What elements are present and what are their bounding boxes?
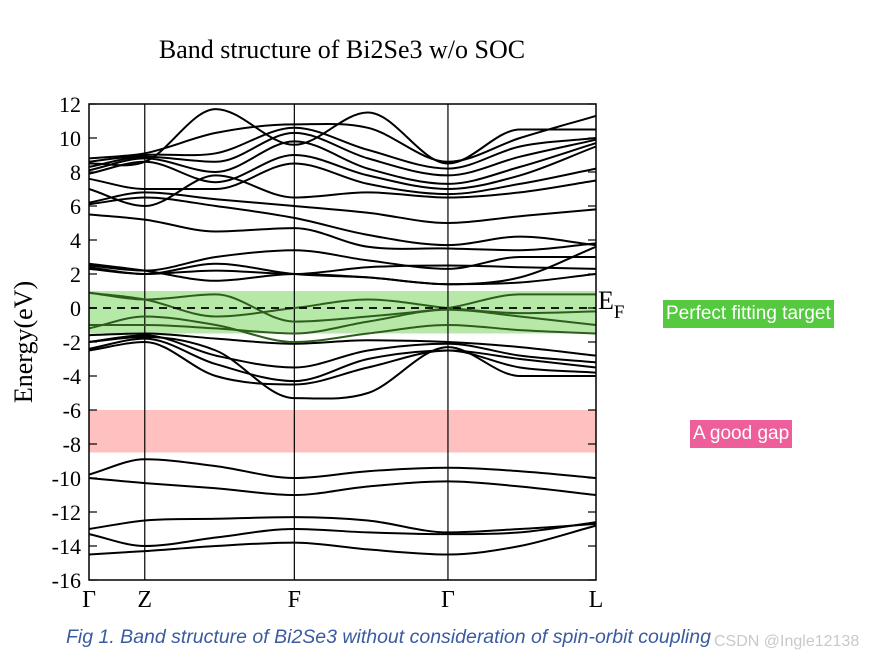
fermi-label-sub: F xyxy=(614,302,625,323)
band-line-band-04 xyxy=(88,477,597,496)
y-axis-label: Energy(eV) xyxy=(9,281,38,403)
band-line-band-19 xyxy=(88,213,597,252)
x-kpoint-label-4: L xyxy=(589,587,604,613)
x-kpoint-label-0: Γ xyxy=(82,587,96,613)
band-line-band-13 xyxy=(88,291,597,318)
band-line-band-22 xyxy=(88,174,597,207)
band-line-band-07 xyxy=(88,337,597,383)
band-line-band-02 xyxy=(88,521,597,547)
highlight-regions xyxy=(89,291,596,453)
band-line-band-26 xyxy=(88,131,597,177)
fermi-label: EF xyxy=(598,286,624,323)
y-tick-label: -14 xyxy=(52,534,81,559)
band-line-band-27 xyxy=(88,126,597,170)
y-axis-ticks: 12 10 8 6 4 2 0 -2 -4 -6 -8 -10 -12 -14 -16 xyxy=(52,92,596,593)
band-line-band-20 xyxy=(88,196,597,247)
band-line-band-01 xyxy=(88,524,597,556)
chart-title: Band structure of Bi2Se3 w/o SOC xyxy=(159,35,525,64)
y-tick-label: -12 xyxy=(52,500,81,525)
x-kpoint-label-3: Γ xyxy=(441,587,455,613)
band-line-band-17 xyxy=(88,245,597,286)
band-line-band-05 xyxy=(88,458,597,479)
band-line-band-09 xyxy=(88,335,596,400)
band-line-band-24 xyxy=(88,145,597,190)
band-line-band-12 xyxy=(88,308,597,335)
band-line-band-29 xyxy=(88,108,596,167)
y-tick-label: 0 xyxy=(70,296,81,321)
gap-window-region xyxy=(89,410,596,453)
fermi-label-main: E xyxy=(598,286,614,315)
x-kpoint-label-1: Z xyxy=(137,587,152,613)
band-line-band-06 xyxy=(88,341,597,386)
band-line-band-14 xyxy=(88,291,596,323)
y-tick-label: 10 xyxy=(59,126,81,151)
y-tick-label: 2 xyxy=(70,262,81,287)
y-tick-label: -8 xyxy=(63,432,81,457)
y-tick-label: 8 xyxy=(70,160,81,185)
y-tick-label: 12 xyxy=(59,92,81,117)
band-line-band-08 xyxy=(88,334,597,369)
band-line-band-10 xyxy=(88,332,597,357)
y-tick-label: -6 xyxy=(63,398,81,423)
fitting-target-annotation: Perfect fitting target xyxy=(663,300,834,328)
band-line-band-03 xyxy=(88,516,597,534)
y-tick-label: -10 xyxy=(52,466,81,491)
band-lines xyxy=(88,108,597,556)
y-tick-label: 6 xyxy=(70,194,81,219)
band-line-band-25 xyxy=(88,140,597,185)
band-line-band-11 xyxy=(88,315,597,343)
band-line-band-21 xyxy=(88,191,597,224)
y-tick-label: -2 xyxy=(63,330,81,355)
x-kpoint-label-2: F xyxy=(288,587,301,613)
watermark: CSDN @Ingle12138 xyxy=(714,633,860,650)
band-line-band-23 xyxy=(88,162,597,196)
y-tick-label: 4 xyxy=(70,228,81,253)
y-tick-label: -16 xyxy=(52,568,81,593)
figure-caption: Fig 1. Band structure of Bi2Se3 without … xyxy=(66,626,711,648)
y-tick-label: -4 xyxy=(63,364,81,389)
good-gap-annotation: A good gap xyxy=(690,420,793,448)
band-line-band-18 xyxy=(88,249,596,272)
